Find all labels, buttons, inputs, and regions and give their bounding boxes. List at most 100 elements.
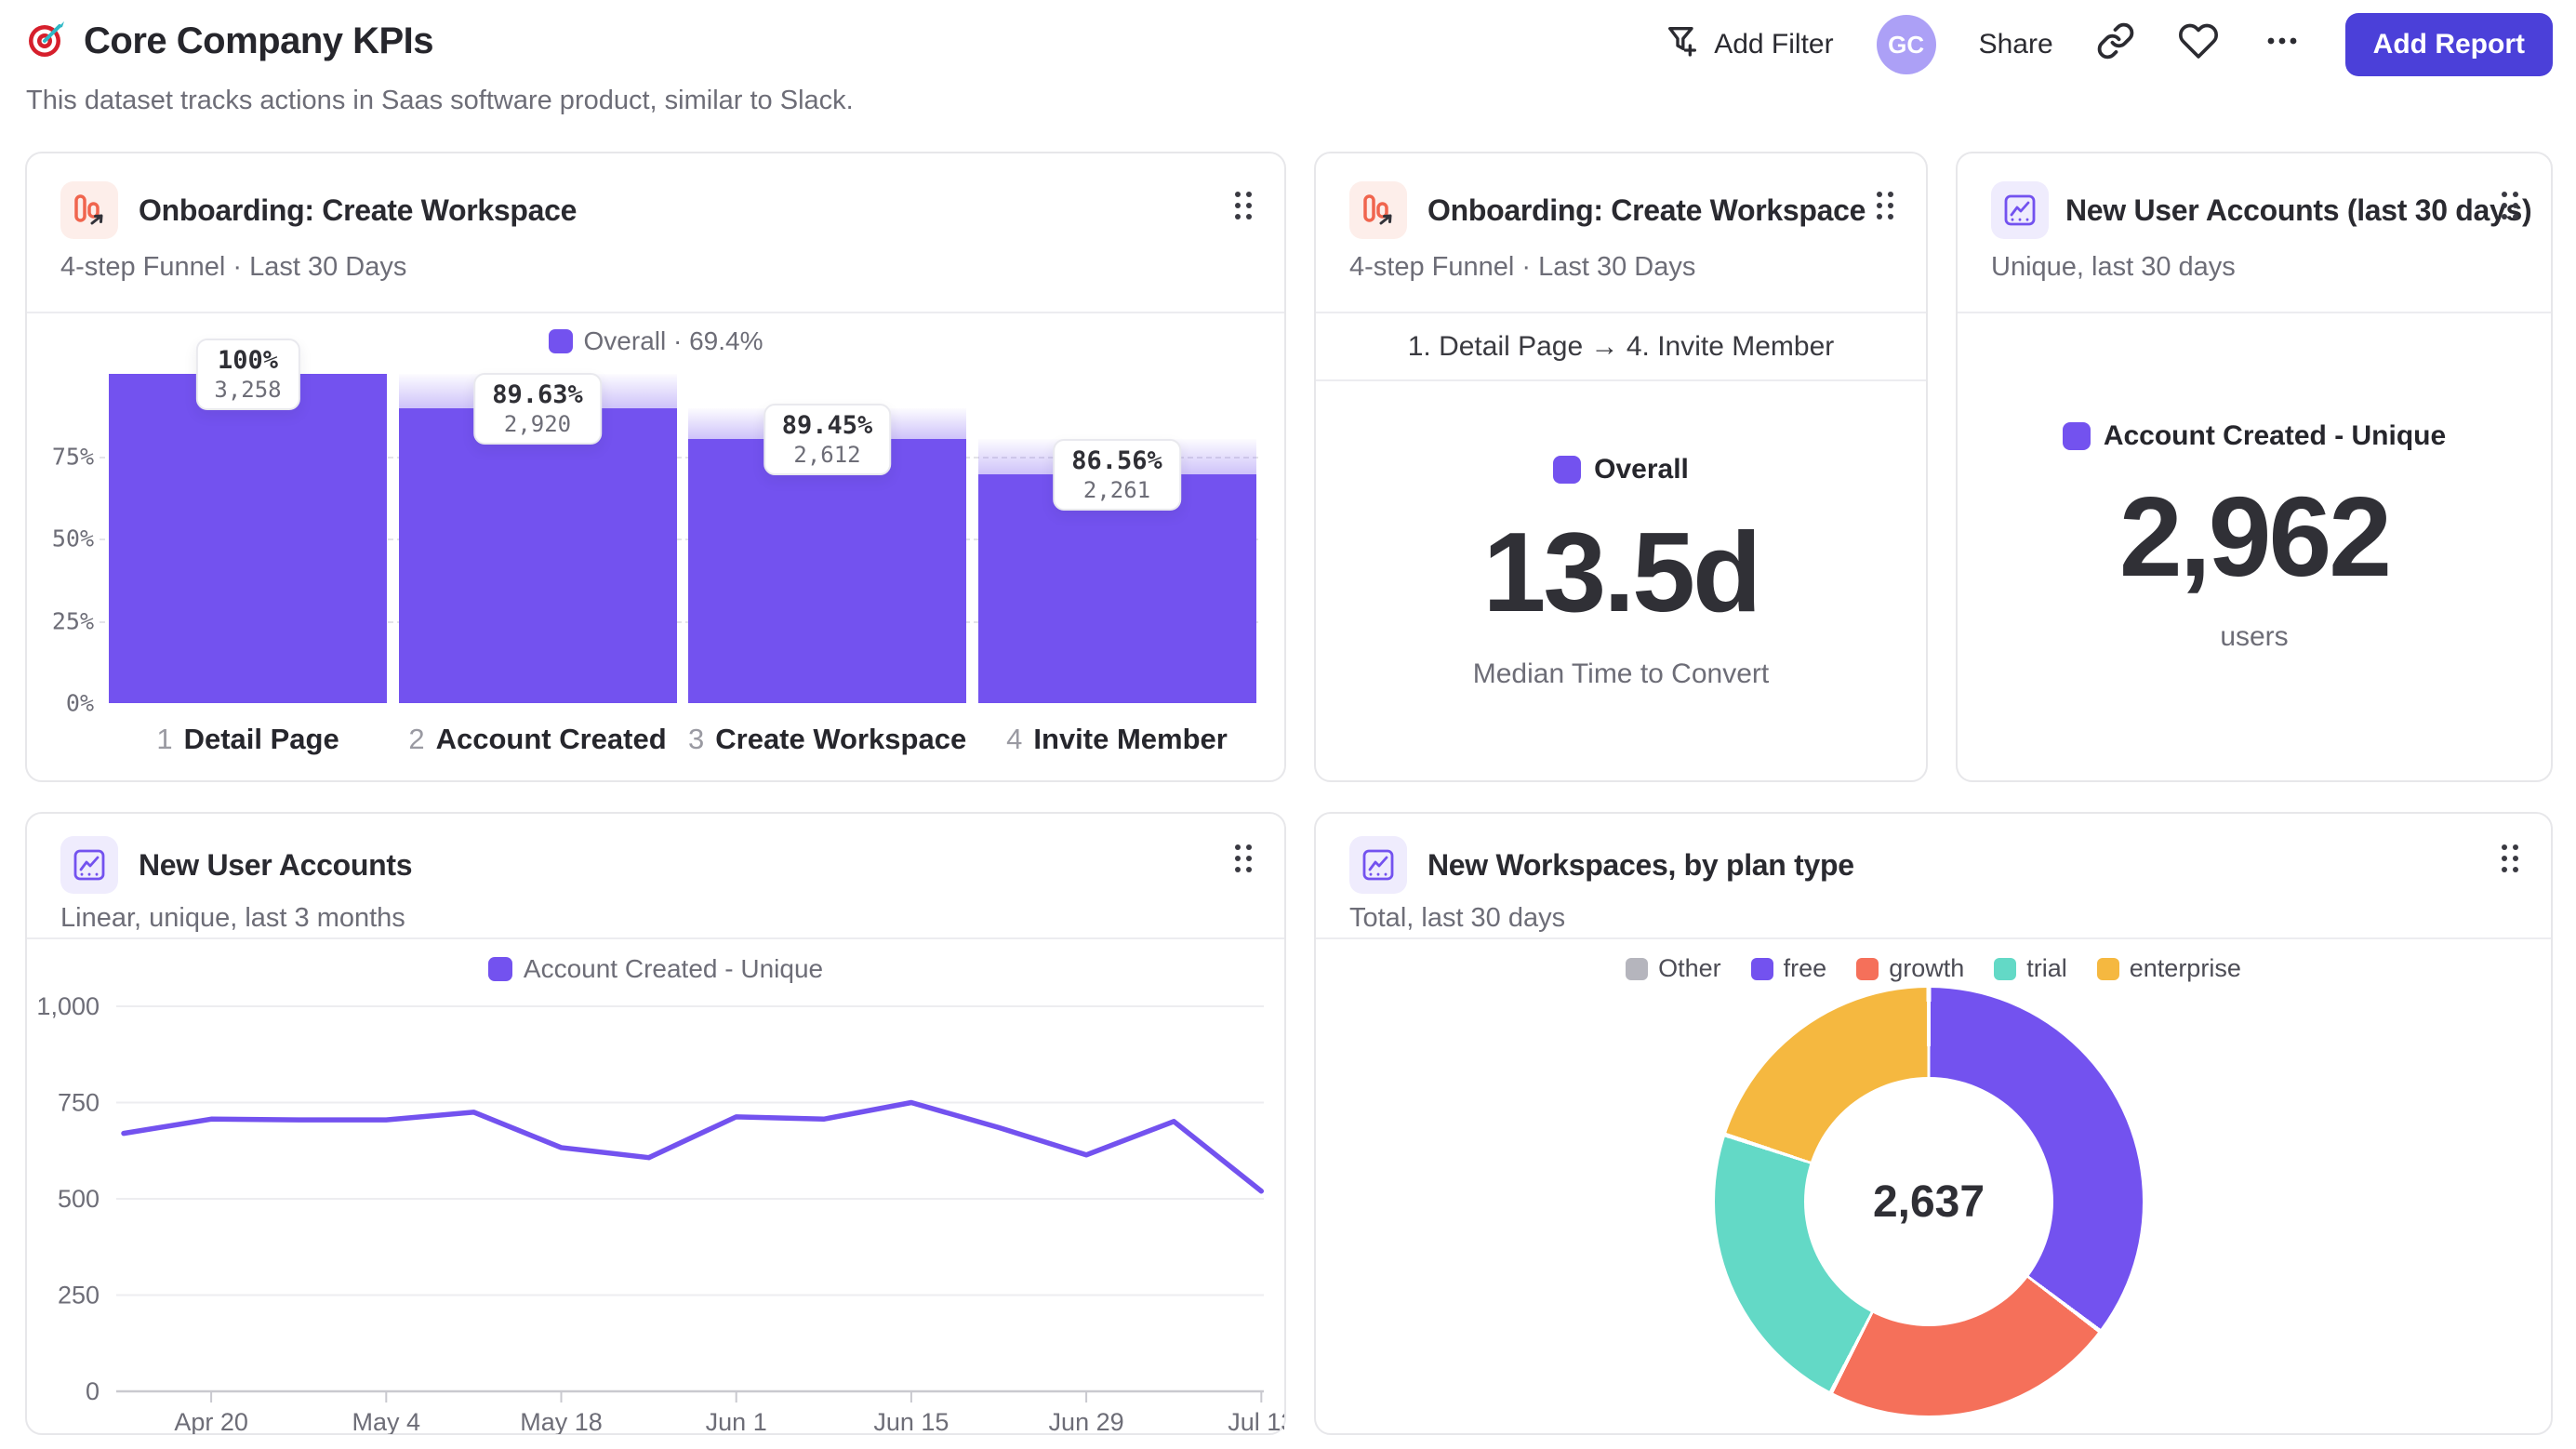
step-conversion: 86.56% [1071,446,1162,476]
favorite-button[interactable] [2178,20,2219,69]
donut-legend-item-trial[interactable]: trial [1994,954,2067,983]
drag-handle-icon[interactable] [2497,189,2523,227]
card-title: Onboarding: Create Workspace [1427,193,1866,227]
card-nua30-header: New User Accounts (last 30 days) Unique,… [1958,153,2551,313]
card-workspaces-donut: New Workspaces, by plan type Total, last… [1314,812,2553,1435]
donut-legend-item-enterprise[interactable]: enterprise [2096,954,2241,983]
funnel-bar[interactable] [109,374,387,703]
step-count: 2,261 [1082,477,1151,504]
legend-swatch [1626,957,1649,980]
funnel-bar[interactable] [977,474,1256,703]
header-actions: Add Filter GC Share [1664,11,2553,78]
funnel-step-label[interactable]: 3 Create Workspace [688,723,967,755]
nua30-legend[interactable]: Account Created - Unique [2062,420,2446,452]
drag-handle-icon[interactable] [1872,189,1898,227]
ttc-legend[interactable]: Overall [1553,454,1689,485]
funnel-step-label[interactable]: 1 Detail Page [156,723,339,755]
funnel-bars: 100% 3,258 89.63% 2,920 89.45% 2,612 86.56% 2,2… [27,313,1284,703]
funnel-y-tick: 25% [51,607,94,634]
card-time-to-convert: Onboarding: Create Workspace 4-step Funn… [1314,152,1928,782]
line-plot[interactable]: 0 250 500 750 1,000 Apr 20 May 4 May 18 Jun 1 Jun… [27,939,1295,1436]
copy-link-button[interactable] [2096,21,2135,68]
drag-handle-icon[interactable] [1230,189,1256,227]
donut-legend-item-growth[interactable]: growth [1856,954,1964,983]
median-time-caption: Median Time to Convert [1472,658,1770,690]
line-x-tick: May 18 [520,1408,603,1434]
line-y-tick: 0 [86,1377,100,1405]
chain-link-icon [2096,21,2135,68]
user-avatar[interactable]: GC [1876,15,1936,74]
step-count: 3,258 [214,377,282,403]
accounts-value: 2,962 [2118,473,2392,600]
donut-hole: 2,637 [1804,1077,2053,1326]
line-x-tick: Jun 29 [1049,1408,1124,1434]
card-subtitle: 4-step Funnel · Last 30 Days [1349,252,1696,282]
share-button[interactable]: Share [1978,29,2053,60]
donut-legend: Other free growth trial enterprise [1316,954,2551,983]
card-subtitle: Linear, unique, last 3 months [60,903,405,933]
legend-swatch [1750,957,1773,980]
funnel-bar-label: 89.45% 2,612 [763,404,892,476]
more-menu-button[interactable] [2262,20,2303,69]
funnel-chart: Overall · 69.4% 75% 50% 25% 0% 100% 3,258 89.6… [27,313,1284,780]
funnel-plus-icon [1664,22,1701,67]
funnel-step-range: 1. Detail Page → 4. Invite Member [1316,313,1926,381]
funnel-step-label[interactable]: 4 Invite Member [1006,723,1228,755]
step-count: 2,612 [793,442,861,469]
step-conversion: 100% [217,346,279,375]
donut-center-value: 2,637 [1872,1176,1985,1227]
drag-handle-icon[interactable] [2497,842,2523,880]
legend-swatch [487,957,512,981]
line-legend[interactable]: Account Created - Unique [27,954,1284,984]
card-funnel: Onboarding: Create Workspace 4-step Funn… [25,152,1286,782]
line-x-tick: Jul 13 [1228,1408,1284,1434]
funnel-chart-icon [1349,181,1407,239]
funnel-bar[interactable] [688,439,966,703]
donut-legend-item-free[interactable]: free [1750,954,1826,983]
legend-swatch [2062,422,2091,450]
donut-chart: Other free growth trial enterprise 2,637 [1316,939,2551,1433]
legend-swatch [548,329,573,353]
line-y-tick: 250 [58,1282,100,1309]
funnel-chart-icon [60,181,118,239]
legend-swatch [1994,957,2017,980]
funnel-y-tick: 75% [51,443,94,470]
line-x-tick: Apr 20 [174,1408,248,1434]
funnel-bar[interactable] [398,407,677,703]
card-line-header: New User Accounts Linear, unique, last 3… [27,814,1284,939]
page-subtitle: This dataset tracks actions in Saas soft… [26,86,854,115]
card-accounts-line: New User Accounts Linear, unique, last 3… [25,812,1295,1436]
dartboard-icon [26,19,68,64]
median-time-value: 13.5d [1482,509,1762,635]
card-subtitle: 4-step Funnel · Last 30 Days [60,252,407,282]
ttc-metric: Overall 13.5d Median Time to Convert [1316,454,1926,690]
line-x-tick: May 4 [352,1408,421,1434]
add-report-button[interactable]: Add Report [2344,13,2553,76]
legend-swatch [1856,957,1879,980]
funnel-gridline [100,538,1258,540]
funnel-bar-label: 100% 3,258 [195,339,300,410]
nua30-metric: Account Created - Unique 2,962 users [1958,420,2551,653]
donut-legend-item-other[interactable]: Other [1626,954,1721,983]
line-chart-icon [1991,181,2049,239]
card-subtitle: Total, last 30 days [1349,903,1566,933]
funnel-legend[interactable]: Overall · 69.4% [27,326,1284,356]
card-title: New Workspaces, by plan type [1427,847,1854,882]
card-title: New User Accounts (last 30 days) [2065,193,2532,227]
line-chart: Account Created - Unique 0 250 500 750 1,000… [27,939,1295,1436]
card-funnel-header: Onboarding: Create Workspace 4-step Funn… [27,153,1284,313]
funnel-step-label[interactable]: 2 Account Created [408,723,667,755]
card-new-accounts-30d: New User Accounts (last 30 days) Unique,… [1956,152,2553,782]
step-conversion: 89.45% [781,411,873,441]
line-chart-icon [1349,836,1407,894]
heart-icon [2178,20,2219,69]
ellipsis-icon [2262,20,2303,69]
line-series[interactable] [121,1099,1265,1194]
step-conversion: 89.63% [492,379,583,409]
accounts-caption: users [2220,621,2289,653]
add-filter-button[interactable]: Add Filter [1664,22,1834,67]
drag-handle-icon[interactable] [1230,842,1256,880]
card-subtitle: Unique, last 30 days [1991,252,2236,282]
funnel-bar-label: 86.56% 2,261 [1053,439,1181,512]
